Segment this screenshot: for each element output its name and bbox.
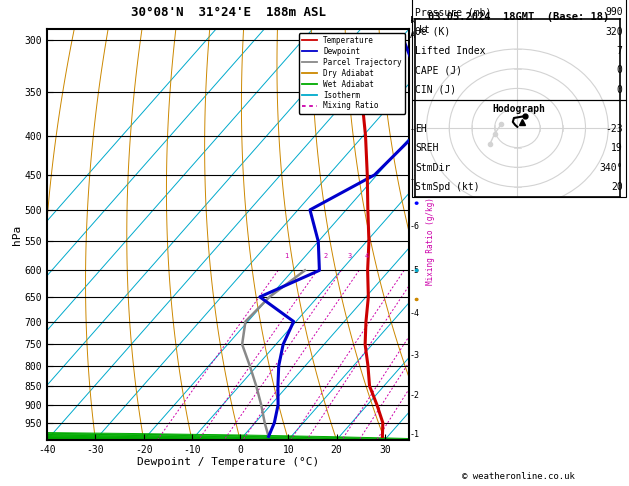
Text: Lifted Index: Lifted Index — [415, 46, 486, 56]
Text: -1: -1 — [409, 430, 420, 439]
Text: km: km — [409, 16, 420, 25]
Text: -3: -3 — [409, 351, 420, 360]
Text: © weatheronline.co.uk: © weatheronline.co.uk — [462, 472, 576, 481]
Y-axis label: hPa: hPa — [12, 225, 22, 244]
Text: ASL: ASL — [409, 31, 426, 40]
Text: 3: 3 — [347, 253, 352, 259]
Text: 4: 4 — [365, 253, 369, 259]
Text: 1: 1 — [284, 253, 288, 259]
Text: CIN (J): CIN (J) — [415, 85, 456, 95]
Text: EH: EH — [415, 124, 427, 134]
Text: 0: 0 — [617, 85, 623, 95]
Text: Pressure (mb): Pressure (mb) — [415, 7, 491, 17]
Text: 20: 20 — [611, 182, 623, 192]
Text: 990: 990 — [605, 7, 623, 17]
Text: kt: kt — [420, 25, 431, 35]
Text: -23: -23 — [605, 124, 623, 134]
Text: 19: 19 — [611, 143, 623, 153]
Text: Mixing Ratio (g/kg): Mixing Ratio (g/kg) — [426, 197, 435, 285]
Text: 2: 2 — [323, 253, 327, 259]
Text: -2: -2 — [409, 391, 420, 400]
Text: -6: -6 — [409, 222, 420, 230]
Text: θe (K): θe (K) — [415, 27, 450, 36]
Text: 0: 0 — [617, 66, 623, 75]
Text: -8: -8 — [409, 125, 420, 135]
Text: 03.05.2024  18GMT  (Base: 18): 03.05.2024 18GMT (Base: 18) — [428, 12, 610, 22]
Text: StmDir: StmDir — [415, 163, 450, 173]
Text: Hodograph: Hodograph — [493, 104, 545, 114]
Text: -5: -5 — [409, 266, 420, 276]
Text: CAPE (J): CAPE (J) — [415, 66, 462, 75]
Text: StmSpd (kt): StmSpd (kt) — [415, 182, 480, 192]
Text: -4: -4 — [409, 309, 420, 318]
Legend: Temperature, Dewpoint, Parcel Trajectory, Dry Adiabat, Wet Adiabat, Isotherm, Mi: Temperature, Dewpoint, Parcel Trajectory… — [299, 33, 405, 114]
Text: 340°: 340° — [599, 163, 623, 173]
X-axis label: Dewpoint / Temperature (°C): Dewpoint / Temperature (°C) — [137, 457, 319, 468]
Text: SREH: SREH — [415, 143, 438, 153]
Text: 8: 8 — [409, 253, 414, 259]
Text: 7: 7 — [617, 46, 623, 56]
Text: 30°08'N  31°24'E  188m ASL: 30°08'N 31°24'E 188m ASL — [130, 6, 326, 19]
Text: -7: -7 — [409, 175, 420, 184]
Text: 320: 320 — [605, 27, 623, 36]
